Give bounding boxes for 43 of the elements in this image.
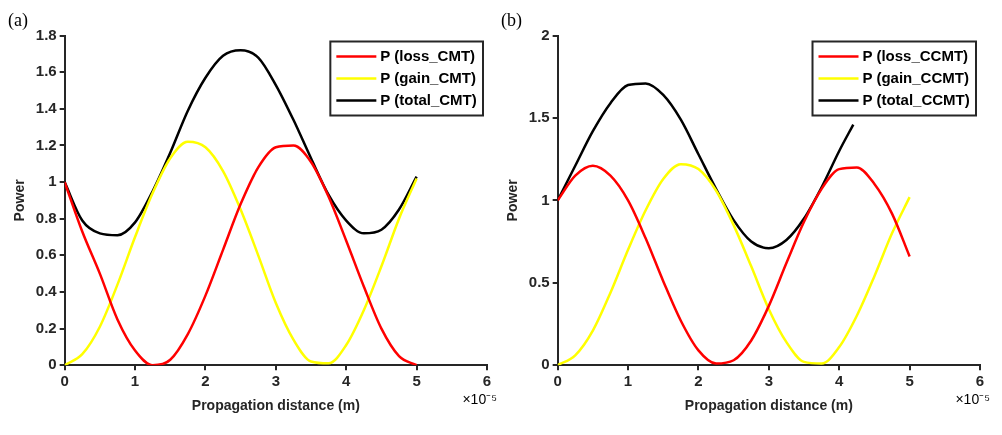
x-tick-label: 4 bbox=[835, 372, 845, 390]
y-tick-label: 0.6 bbox=[35, 245, 57, 263]
y-tick-label: 2 bbox=[541, 25, 550, 43]
y-tick-label: 1 bbox=[541, 190, 550, 208]
y-tick-label: 0.8 bbox=[35, 208, 57, 226]
y-tick-label: 1.2 bbox=[35, 135, 57, 153]
x-tick-label: 6 bbox=[482, 372, 492, 390]
x-tick-label: 2 bbox=[201, 372, 210, 390]
y-tick-label: 1.4 bbox=[35, 98, 58, 116]
x-tick-label: 2 bbox=[694, 372, 703, 390]
y-tick-label: 0.2 bbox=[35, 318, 57, 336]
x-tick-label: 3 bbox=[764, 372, 773, 390]
x-tick-label: 3 bbox=[271, 372, 280, 390]
y-tick-label: 1.6 bbox=[35, 62, 57, 80]
legend-label: P (total_CCMT) bbox=[862, 90, 970, 108]
x-tick-label: 6 bbox=[975, 372, 985, 390]
text: ×10⁻⁵ bbox=[955, 391, 990, 408]
legend-label: P (loss_CCMT) bbox=[862, 46, 969, 64]
y-axis-title: Power bbox=[11, 178, 28, 222]
x-tick-label: 5 bbox=[905, 372, 914, 390]
y-tick-label: 1.8 bbox=[35, 25, 57, 43]
x-axis-title: Propagation distance (m) bbox=[191, 397, 360, 414]
y-tick-label: 0.4 bbox=[35, 282, 58, 300]
y-tick-label: 1 bbox=[48, 172, 57, 190]
x-tick-label: 0 bbox=[553, 372, 562, 390]
x-tick-label: 4 bbox=[342, 372, 352, 390]
x-tick-label: 1 bbox=[623, 372, 633, 390]
x-tick-label: 1 bbox=[130, 372, 140, 390]
y-tick-label: 0 bbox=[48, 355, 57, 373]
y-tick-label: 0.5 bbox=[528, 272, 550, 290]
x-tick-label: 5 bbox=[412, 372, 421, 390]
chart-title: (a) bbox=[8, 9, 28, 31]
y-tick-label: 1.5 bbox=[528, 108, 550, 126]
chart-title: (b) bbox=[501, 9, 522, 31]
legend-label: P (gain_CMT) bbox=[380, 68, 476, 86]
x-tick-label: 0 bbox=[60, 372, 69, 390]
legend-label: P (loss_CMT) bbox=[380, 46, 476, 64]
x-axis-title: Propagation distance (m) bbox=[684, 397, 853, 414]
y-axis-title: Power bbox=[504, 178, 521, 222]
legend-label: P (gain_CCMT) bbox=[862, 68, 969, 86]
legend-label: P (total_CMT) bbox=[380, 90, 477, 108]
text: ×10⁻⁵ bbox=[462, 391, 497, 408]
y-tick-label: 0 bbox=[541, 355, 550, 373]
